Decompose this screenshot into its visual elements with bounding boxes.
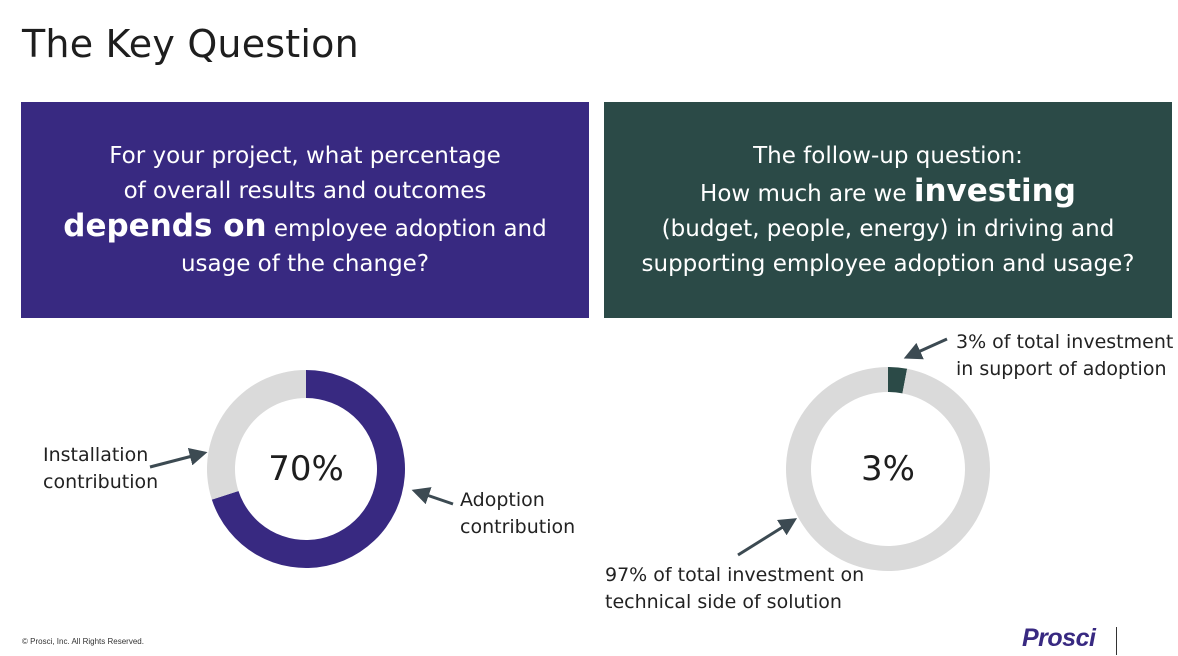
support-adoption-label-line-2: in support of adoption [956,358,1167,380]
installation-arrow [149,447,208,469]
right-box-line-2: How much are we investing [700,172,1076,212]
adoption-label-line-1: Adoption [460,489,545,511]
installation-label-line-2: contribution [43,471,159,493]
question-box-right: The follow-up question: How much are we … [604,102,1172,318]
adoption-label: Adoption contribution [460,487,575,541]
support-adoption-label: 3% of total investment in support of ado… [956,329,1173,383]
logo-divider [1116,627,1117,655]
donut-chart-left [207,369,406,568]
adoption-arrow [411,487,454,506]
right-box-line-1: The follow-up question: [753,142,1023,169]
right-box-line-3: (budget, people, energy) in driving and [661,215,1115,242]
prosci-logo: Prosci [1022,624,1096,652]
installation-label-line-1: Installation [43,444,149,466]
left-box-line-3: depends on employee adoption and [63,207,547,247]
right-box-emphasis: investing [913,172,1076,209]
left-box-line-3-rest: employee adoption and [266,215,547,242]
support-adoption-label-line-1: 3% of total investment [956,331,1174,353]
right-box-line-2-pre: How much are we [700,180,914,207]
page-title: The Key Question [22,22,359,66]
donut-slice-support-adoption [888,367,908,394]
left-box-line-2: of overall results and outcomes [123,177,487,204]
support-adoption-arrow [903,337,948,360]
donut-chart-right [785,367,990,572]
adoption-label-line-2: contribution [460,516,576,538]
technical-label-line-2: technical side of solution [605,591,842,613]
left-box-line-4: usage of the change? [180,250,430,277]
copyright-text: © Prosci, Inc. All Rights Reserved. [22,637,144,646]
donut-right-center-label: 3% [861,449,915,489]
installation-label: Installation contribution [43,442,158,496]
left-box-emphasis: depends on [63,207,267,244]
right-box-line-4: supporting employee adoption and usage? [641,250,1135,277]
donut-left-center-label: 70% [268,449,344,489]
technical-label: 97% of total investment on technical sid… [605,562,864,616]
left-box-line-1: For your project, what percentage [109,142,501,169]
technical-arrow [737,518,798,557]
donut-slice-installation [207,370,306,500]
technical-label-line-1: 97% of total investment on [605,564,865,586]
question-box-left: For your project, what percentage of ove… [21,102,589,318]
